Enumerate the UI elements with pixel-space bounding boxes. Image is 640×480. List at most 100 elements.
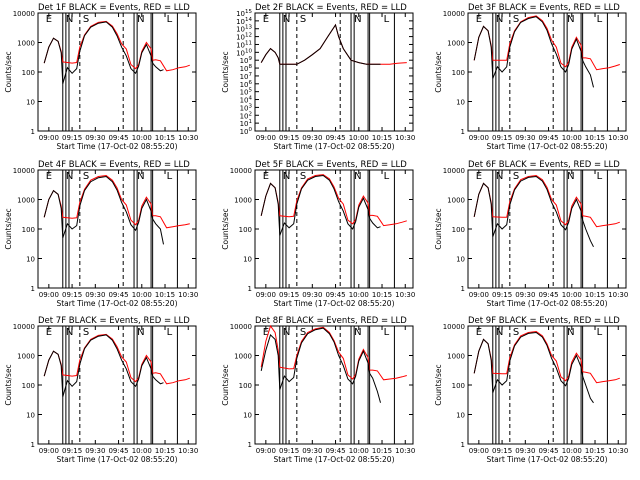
y-tick-label: 100 xyxy=(452,226,465,234)
x-tick-label: 09:30 xyxy=(302,291,322,299)
x-tick-label: 09:45 xyxy=(325,134,345,142)
region-marker-label: N xyxy=(496,14,503,25)
events-series-line xyxy=(473,175,594,248)
panel-title: Det 3F BLACK = Events, RED = LLD xyxy=(468,3,620,13)
x-tick-label: 10:00 xyxy=(562,134,582,142)
y-axis-label: Counts/sec xyxy=(221,51,230,92)
region-marker-label: E xyxy=(46,327,52,338)
region-marker-label: N xyxy=(66,14,73,25)
y-tick-label: 1 xyxy=(31,128,35,136)
x-tick-label: 10:30 xyxy=(178,291,198,299)
x-tick-label: 10:30 xyxy=(395,447,415,455)
y-tick-label: 10 xyxy=(456,99,465,107)
y-tick-label: 1 xyxy=(461,285,465,293)
lld-series-line xyxy=(473,330,620,384)
region-marker-label: N xyxy=(283,327,290,338)
y-tick-label: 100 xyxy=(22,226,35,234)
y-axis-label: Counts/sec xyxy=(221,364,230,405)
region-marker-label: N xyxy=(354,327,361,338)
events-series-line xyxy=(43,334,164,397)
region-marker-label: E xyxy=(46,14,52,25)
panel-title: Det 5F BLACK = Events, RED = LLD xyxy=(255,160,407,170)
region-marker-label: S xyxy=(513,327,519,338)
x-tick-label: 10:15 xyxy=(155,447,175,455)
y-tick-label: 107 xyxy=(240,72,253,81)
region-marker-label: S xyxy=(83,14,89,25)
x-tick-label: 09:15 xyxy=(62,134,82,142)
x-tick-label: 09:45 xyxy=(538,447,558,455)
y-tick-label: 10000 xyxy=(13,10,35,18)
y-tick-label: 1000 xyxy=(447,40,465,48)
y-tick-label: 106 xyxy=(240,80,253,89)
x-tick-label: 10:30 xyxy=(395,291,415,299)
y-tick-label: 10000 xyxy=(13,323,35,331)
y-tick-label: 109 xyxy=(240,56,253,65)
x-tick-label: 10:30 xyxy=(608,134,628,142)
region-marker-label: E xyxy=(476,327,482,338)
x-tick-label: 09:45 xyxy=(325,447,345,455)
y-tick-label: 10000 xyxy=(443,10,465,18)
x-tick-label: 09:15 xyxy=(62,291,82,299)
x-tick-label: 09:00 xyxy=(39,134,59,142)
plot-frame xyxy=(254,12,414,132)
lld-series-line xyxy=(260,174,407,227)
x-tick-label: 10:30 xyxy=(608,291,628,299)
y-tick-label: 100 xyxy=(452,382,465,390)
region-marker-label: L xyxy=(384,171,390,182)
x-tick-label: 09:30 xyxy=(85,291,105,299)
x-tick-label: 10:15 xyxy=(585,134,605,142)
region-marker-label: N xyxy=(567,327,574,338)
x-tick-label: 09:00 xyxy=(469,447,489,455)
y-tick-label: 1 xyxy=(31,441,35,449)
y-tick-label: 1 xyxy=(461,441,465,449)
x-tick-label: 10:00 xyxy=(132,447,152,455)
x-tick-label: 09:45 xyxy=(108,134,128,142)
region-marker-label: S xyxy=(83,171,89,182)
region-marker-label: N xyxy=(283,171,290,182)
events-series-line xyxy=(260,23,381,65)
region-marker-label: E xyxy=(263,14,269,25)
y-tick-label: 10000 xyxy=(230,167,252,175)
region-marker-label: N xyxy=(496,327,503,338)
region-marker-label: N xyxy=(354,14,361,25)
events-series-line xyxy=(260,174,381,236)
x-axis-label: Start Time (17-Oct-02 08:55:20) xyxy=(56,455,177,464)
x-axis-label: Start Time (17-Oct-02 08:55:20) xyxy=(486,299,607,308)
region-marker-label: S xyxy=(513,171,519,182)
y-tick-label: 100 xyxy=(239,226,252,234)
region-marker-label: N xyxy=(567,171,574,182)
x-tick-label: 09:15 xyxy=(492,291,512,299)
region-marker-label: L xyxy=(597,14,603,25)
x-tick-label: 10:15 xyxy=(585,291,605,299)
x-tick-label: 09:45 xyxy=(108,291,128,299)
y-tick-label: 1 xyxy=(248,441,252,449)
y-tick-label: 1000 xyxy=(447,197,465,205)
x-axis-label: Start Time (17-Oct-02 08:55:20) xyxy=(56,142,177,151)
y-tick-label: 10 xyxy=(26,99,35,107)
y-axis-label: Counts/sec xyxy=(434,208,443,249)
region-marker-label: N xyxy=(137,14,144,25)
region-marker-label: E xyxy=(263,171,269,182)
y-tick-label: 100 xyxy=(240,127,253,136)
x-tick-label: 09:30 xyxy=(302,134,322,142)
x-tick-label: 10:30 xyxy=(178,134,198,142)
y-tick-label: 100 xyxy=(22,69,35,77)
lld-series-line xyxy=(43,20,190,72)
y-tick-label: 10 xyxy=(26,256,35,264)
y-tick-label: 1000 xyxy=(234,353,252,361)
panel-title: Det 6F BLACK = Events, RED = LLD xyxy=(468,160,620,170)
x-tick-label: 09:45 xyxy=(108,447,128,455)
x-axis-label: Start Time (17-Oct-02 08:55:20) xyxy=(273,299,394,308)
x-tick-label: 09:30 xyxy=(302,447,322,455)
y-tick-label: 104 xyxy=(240,96,253,105)
region-marker-label: N xyxy=(66,171,73,182)
panel-title: Det 8F BLACK = Events, RED = LLD xyxy=(255,316,407,326)
x-tick-label: 10:00 xyxy=(349,134,369,142)
x-tick-label: 10:30 xyxy=(178,447,198,455)
x-tick-label: 09:00 xyxy=(256,291,276,299)
x-tick-label: 09:00 xyxy=(469,134,489,142)
